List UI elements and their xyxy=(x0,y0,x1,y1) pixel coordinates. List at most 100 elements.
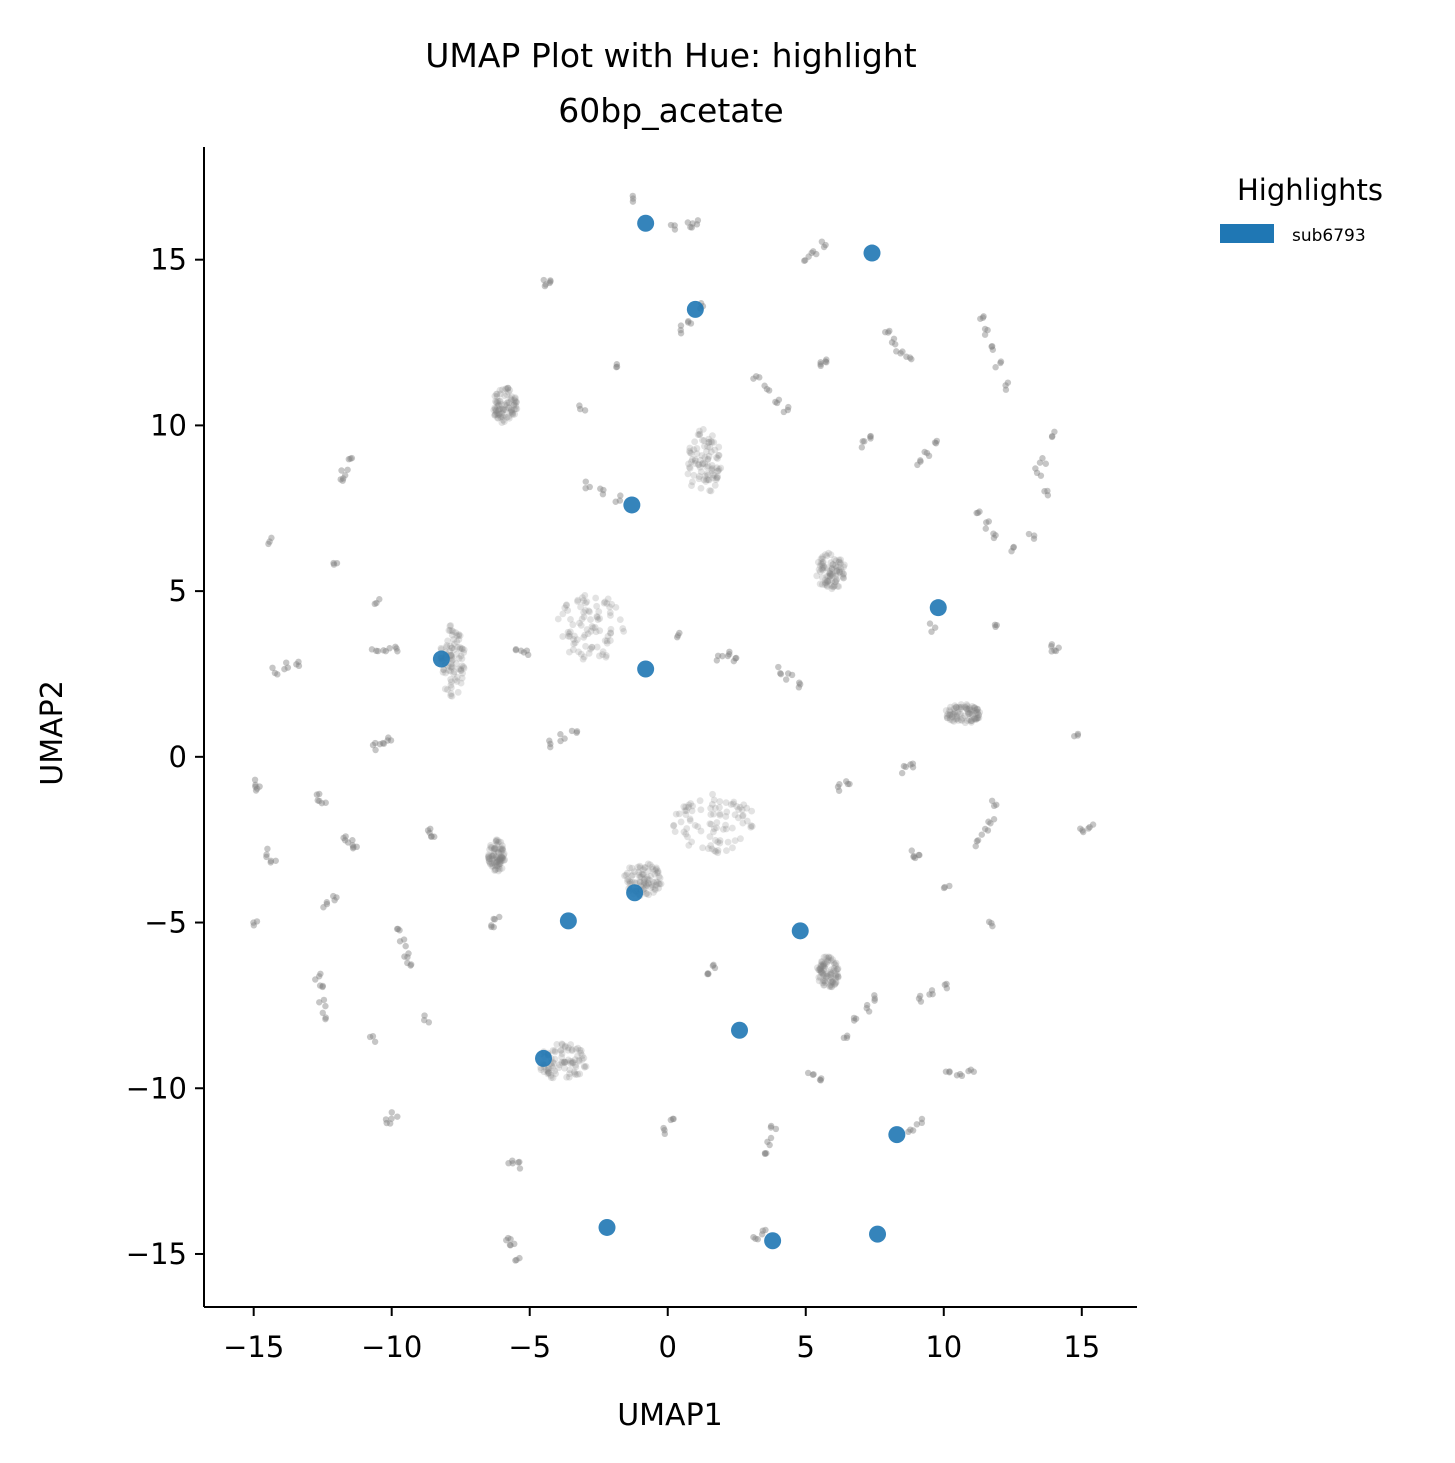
background-point xyxy=(784,670,792,677)
background-point xyxy=(569,621,577,629)
background-point xyxy=(516,1254,523,1262)
background-point xyxy=(726,648,733,656)
background-point xyxy=(675,810,683,818)
background-point xyxy=(447,663,455,671)
background-point xyxy=(333,894,340,901)
background-point xyxy=(574,598,581,605)
background-point xyxy=(957,716,965,724)
background-point xyxy=(582,607,589,614)
background-point xyxy=(696,463,704,471)
background-point xyxy=(645,867,653,875)
background-point xyxy=(832,979,840,987)
background-point xyxy=(485,857,493,865)
background-point xyxy=(567,1059,575,1067)
background-point xyxy=(821,965,829,973)
background-point xyxy=(488,852,495,860)
background-point xyxy=(505,404,513,412)
background-point xyxy=(832,962,840,969)
background-point xyxy=(541,282,549,290)
background-point xyxy=(809,1071,817,1078)
background-point xyxy=(693,221,701,228)
x-tick-label: 0 xyxy=(659,1330,677,1364)
background-point xyxy=(944,714,951,722)
background-point xyxy=(568,1059,576,1067)
background-point xyxy=(827,970,835,977)
background-point xyxy=(961,703,969,711)
background-point xyxy=(504,384,512,392)
background-point xyxy=(752,1235,759,1242)
background-point xyxy=(820,966,828,974)
background-point xyxy=(827,969,834,976)
background-point xyxy=(603,637,611,645)
background-point xyxy=(651,870,659,878)
background-point xyxy=(597,485,604,492)
background-point xyxy=(711,804,719,812)
background-point xyxy=(1030,535,1038,542)
background-point xyxy=(821,564,828,572)
background-point xyxy=(950,705,958,713)
background-point xyxy=(252,783,259,790)
background-point xyxy=(515,1159,522,1166)
background-point xyxy=(656,874,664,882)
background-point xyxy=(488,860,496,867)
background-point xyxy=(603,639,611,647)
background-point xyxy=(549,1064,557,1072)
background-point xyxy=(649,878,657,886)
y-tick-label: 15 xyxy=(150,243,187,277)
background-point xyxy=(322,799,329,806)
background-point xyxy=(369,741,377,749)
background-point xyxy=(943,714,951,722)
background-point xyxy=(716,839,724,847)
background-point xyxy=(600,599,608,607)
background-point xyxy=(640,879,648,886)
background-point xyxy=(820,972,828,979)
background-point xyxy=(271,669,279,677)
background-point xyxy=(645,891,652,899)
background-point xyxy=(713,464,721,472)
background-point xyxy=(719,825,727,833)
background-point xyxy=(509,410,517,417)
highlight-point xyxy=(535,1049,553,1067)
background-point xyxy=(511,395,519,403)
background-point xyxy=(716,837,724,844)
background-point xyxy=(566,628,574,636)
background-point xyxy=(402,942,409,950)
background-point xyxy=(491,866,499,874)
background-point xyxy=(636,862,644,870)
background-point xyxy=(728,824,736,832)
y-tick-label: 0 xyxy=(169,740,187,774)
background-point xyxy=(708,462,716,469)
background-point xyxy=(898,769,906,777)
background-point xyxy=(443,643,450,651)
background-point xyxy=(680,828,688,836)
background-point xyxy=(953,1072,961,1079)
background-point xyxy=(841,561,848,569)
background-point xyxy=(784,406,792,414)
background-point xyxy=(571,1070,579,1077)
background-point xyxy=(828,975,836,982)
background-point xyxy=(817,967,825,975)
background-point xyxy=(394,925,402,933)
background-point xyxy=(575,1056,583,1064)
background-point xyxy=(593,602,601,610)
background-point xyxy=(739,812,746,820)
background-point xyxy=(405,950,412,957)
background-point xyxy=(496,856,503,864)
background-point xyxy=(644,875,652,883)
background-point xyxy=(450,636,457,643)
background-point xyxy=(819,553,827,561)
background-point xyxy=(498,405,506,413)
background-point xyxy=(752,373,760,380)
background-point xyxy=(570,640,578,648)
background-point xyxy=(448,627,456,635)
background-point xyxy=(730,798,738,806)
background-point xyxy=(508,396,515,404)
background-point xyxy=(490,923,497,931)
background-point xyxy=(574,596,582,604)
background-point xyxy=(624,875,632,883)
background-point xyxy=(968,702,976,710)
background-point xyxy=(502,406,509,414)
background-point xyxy=(713,819,721,826)
background-point xyxy=(447,642,454,650)
